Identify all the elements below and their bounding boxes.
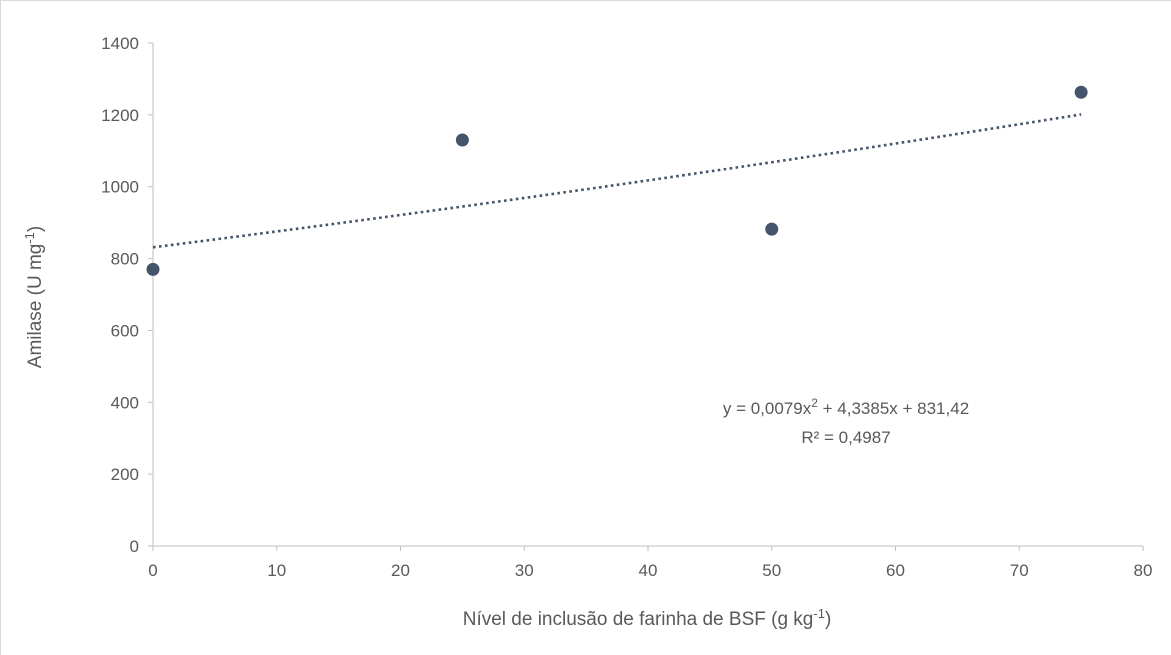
trendline-equation: y = 0,0079x2 + 4,3385x + 831,42 — [723, 396, 969, 418]
y-tick-label: 400 — [111, 393, 139, 412]
y-tick-label: 0 — [130, 537, 139, 556]
x-axis-title: Nível de inclusão de farinha de BSF (g k… — [463, 606, 832, 630]
trendline-group — [152, 113, 1082, 249]
data-point — [765, 222, 779, 236]
y-tick-label: 600 — [111, 321, 139, 340]
x-tick-label: 60 — [886, 561, 905, 580]
x-tick-label: 10 — [267, 561, 286, 580]
x-tick-label: 30 — [515, 561, 534, 580]
x-tick-label: 0 — [148, 561, 157, 580]
y-tick-label: 1200 — [101, 106, 139, 125]
y-axis-title: Amilase (U mg-1) — [22, 226, 46, 368]
y-tick-labels: 0 200 400 600 800 1000 1200 1400 — [101, 34, 139, 556]
x-tick-label: 40 — [639, 561, 658, 580]
data-point — [146, 262, 160, 276]
trendline — [152, 113, 1082, 249]
y-tick-label: 1000 — [101, 178, 139, 197]
x-tick-labels: 0 10 20 30 40 50 60 70 80 — [148, 561, 1152, 580]
data-point — [455, 133, 469, 147]
x-tick-label: 80 — [1134, 561, 1153, 580]
y-tick-label: 200 — [111, 465, 139, 484]
x-tick-label: 50 — [762, 561, 781, 580]
r-squared-label: R² = 0,4987 — [801, 428, 890, 447]
data-points — [146, 85, 1088, 276]
axes — [148, 42, 1144, 551]
y-tick-label: 800 — [111, 250, 139, 269]
y-tick-label: 1400 — [101, 34, 139, 53]
data-point — [1074, 85, 1088, 99]
x-tick-label: 20 — [391, 561, 410, 580]
x-tick-label: 70 — [1010, 561, 1029, 580]
